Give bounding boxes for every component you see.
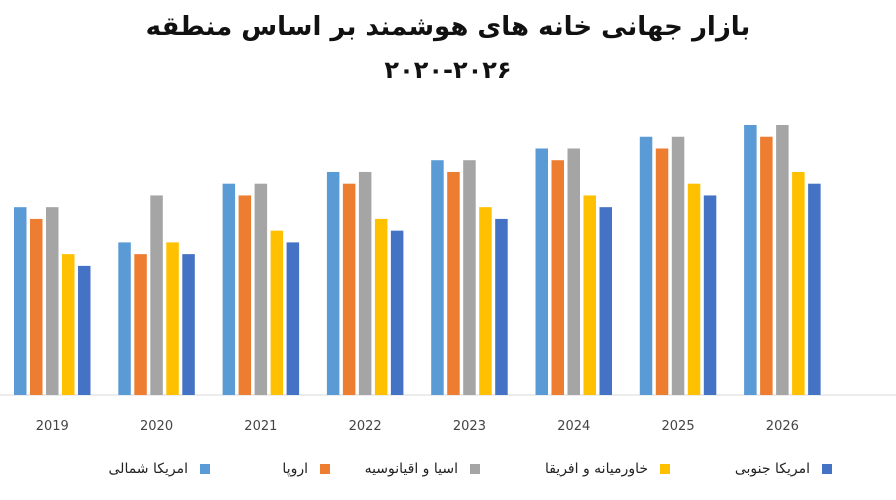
bar-2019-series-2 bbox=[30, 218, 43, 395]
bar-2026-series-1 bbox=[744, 125, 757, 395]
chart-legend: امریکا شمالی اروپا اسیا و اقیانوسیه خاورمیا… bbox=[0, 461, 896, 489]
legend-label: امریکا جنوبی bbox=[734, 461, 810, 477]
legend-swatch bbox=[320, 464, 330, 474]
bar-2023-series-2 bbox=[447, 171, 460, 395]
bar-2019-series-1 bbox=[14, 207, 27, 395]
bar-2025-series-5 bbox=[703, 195, 717, 395]
bar-2021-series-5 bbox=[286, 242, 300, 395]
x-tick-label: 2023 bbox=[453, 419, 486, 434]
bar-2023-series-4 bbox=[479, 207, 492, 395]
bar-2025-series-4 bbox=[687, 183, 701, 395]
legend-label: امریکا شمالی bbox=[108, 461, 188, 477]
bar-2026-series-5 bbox=[808, 183, 821, 395]
bar-2026-series-3 bbox=[776, 125, 789, 395]
x-tick-label: 2021 bbox=[244, 419, 277, 434]
chart-title: بازار جهانی خانه های هوشمند بر اساس منطق… bbox=[145, 12, 751, 42]
x-tick-label: 2024 bbox=[557, 419, 590, 434]
bar-2020-series-1 bbox=[118, 242, 131, 395]
x-tick-label: 2025 bbox=[662, 419, 695, 434]
bar-2026-series-2 bbox=[760, 136, 773, 395]
legend-label: اروپا bbox=[282, 461, 308, 477]
bar-2026-series-4 bbox=[792, 171, 805, 395]
bar-2021-series-4 bbox=[270, 230, 284, 395]
x-tick-label: 2026 bbox=[766, 419, 799, 434]
bar-2022-series-5 bbox=[390, 230, 404, 395]
bar-2022-series-2 bbox=[342, 183, 356, 395]
legend-label: اسیا و اقیانوسیه bbox=[364, 461, 458, 477]
bar-2024-series-3 bbox=[567, 148, 580, 395]
bar-2023-series-1 bbox=[431, 160, 444, 395]
legend-item: امریکا جنوبی bbox=[735, 461, 832, 477]
bar-2022-series-1 bbox=[326, 171, 340, 395]
x-tick-label: 2022 bbox=[349, 419, 382, 434]
legend-item: اروپا bbox=[282, 461, 330, 477]
bar-2019-series-4 bbox=[62, 254, 75, 395]
bar-2024-series-4 bbox=[583, 195, 596, 395]
legend-item: امریکا شمالی bbox=[109, 461, 210, 477]
bar-2024-series-5 bbox=[599, 207, 612, 395]
bar-2021-series-3 bbox=[254, 183, 268, 395]
bar-2024-series-2 bbox=[551, 160, 564, 395]
bar-2020-series-4 bbox=[166, 242, 179, 395]
legend-swatch bbox=[822, 464, 832, 474]
bar-2019-series-5 bbox=[78, 265, 91, 395]
bar-2021-series-1 bbox=[222, 183, 236, 395]
bar-2020-series-5 bbox=[182, 254, 195, 395]
bar-2025-series-3 bbox=[671, 136, 685, 395]
bar-2025-series-1 bbox=[639, 136, 653, 395]
bar-2020-series-2 bbox=[134, 254, 147, 395]
legend-item: اسیا و اقیانوسیه bbox=[365, 461, 480, 477]
bar-2024-series-1 bbox=[535, 148, 548, 395]
chart-subtitle: ۲۰۲۰-۲۰۲۶ bbox=[384, 56, 512, 84]
legend-label: خاورمیانه و افریقا bbox=[544, 461, 648, 477]
legend-item: خاورمیانه و افریقا bbox=[545, 461, 670, 477]
legend-swatch bbox=[660, 464, 670, 474]
x-tick-label: 2019 bbox=[36, 419, 69, 434]
bar-2019-series-3 bbox=[46, 207, 59, 395]
bar-2021-series-2 bbox=[238, 195, 252, 395]
legend-swatch bbox=[470, 464, 480, 474]
bar-2022-series-4 bbox=[374, 218, 388, 395]
bar-2022-series-3 bbox=[358, 171, 372, 395]
x-tick-label: 2020 bbox=[140, 419, 173, 434]
bar-2023-series-5 bbox=[495, 218, 508, 395]
bar-2025-series-2 bbox=[655, 148, 669, 395]
bar-chart: 2019 2020 2021 2022 2023 2024 2025 2026 bbox=[0, 125, 896, 434]
legend-swatch bbox=[200, 464, 210, 474]
bar-2023-series-3 bbox=[463, 160, 476, 395]
bar-2020-series-3 bbox=[150, 195, 163, 395]
